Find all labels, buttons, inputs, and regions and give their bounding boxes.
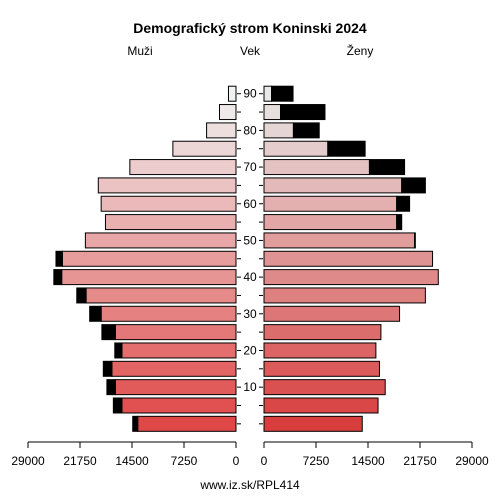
women-bar-45-49: [263, 250, 434, 267]
men-x-tick-label: 29000: [11, 454, 45, 468]
women-bar-70-74: [263, 159, 370, 176]
women-bar-35-39: [263, 287, 426, 304]
men-bar-45-49: [61, 250, 237, 267]
men-excess-bar-35-39: [76, 287, 87, 304]
men-x-tick-label: 21750: [63, 454, 97, 468]
men-bar-50-54: [84, 232, 237, 249]
left-side-label: Muži: [127, 44, 152, 58]
men-x-tick-label: 7250: [171, 454, 198, 468]
men-bar-0-4: [137, 415, 237, 432]
men-x-tick-label: 14500: [115, 454, 149, 468]
age-tick-label: 90: [243, 87, 257, 101]
women-bar-25-29: [263, 324, 382, 341]
men-excess-bar-10-14: [106, 379, 117, 396]
women-bar-60-64: [263, 195, 398, 212]
age-axis: 10 20 30 40 50 60 70 80 90: [237, 87, 263, 425]
women-excess-bar-60-64: [396, 195, 411, 212]
women-excess-bar-80-84: [292, 122, 320, 139]
women-bar-65-69: [263, 177, 403, 194]
women-bar-85-89: [263, 104, 281, 121]
women-x-tick-label: 14500: [351, 454, 385, 468]
men-excess-bar-30-34: [89, 305, 102, 322]
women-excess-bar-70-74: [368, 159, 406, 176]
women-bar-5-9: [263, 397, 379, 414]
women-bar-0-4: [263, 415, 363, 432]
men-bar-40-44: [61, 269, 237, 286]
men-excess-bar-0-4: [132, 415, 139, 432]
men-bar-65-69: [97, 177, 237, 194]
women-x-tick-label: 21750: [403, 454, 437, 468]
age-tick-label: 80: [243, 123, 257, 137]
age-tick-label: 20: [243, 343, 257, 357]
men-excess-bar-45-49: [55, 250, 63, 267]
center-axis-label: Vek: [240, 44, 261, 58]
men-excess-bar-40-44: [53, 269, 63, 286]
women-bar-10-14: [263, 379, 386, 396]
right-side-label: Ženy: [347, 43, 374, 58]
men-bar-55-59: [104, 214, 237, 231]
women-x-tick-label: 7250: [303, 454, 330, 468]
age-tick-label: 40: [243, 270, 257, 284]
men-excess-bar-20-24: [114, 342, 123, 359]
women-bar-80-84: [263, 122, 294, 139]
women-bar-50-54: [263, 232, 416, 249]
men-excess-bar-5-9: [112, 397, 123, 414]
men-excess-bar-25-29: [101, 324, 117, 341]
women-x-tick-label: 0: [261, 454, 268, 468]
women-excess-bar-90+: [271, 85, 294, 102]
men-bar-25-29: [115, 324, 237, 341]
men-x-tick-label: 0: [233, 454, 240, 468]
women-bar-40-44: [263, 269, 439, 286]
women-excess-bar-55-59: [396, 214, 403, 231]
men-x-axis: 29000 21750 14500 7250 0: [11, 441, 240, 468]
men-bar-10-14: [115, 379, 237, 396]
men-bar-60-64: [100, 195, 237, 212]
women-bar-15-19: [263, 360, 380, 377]
women-bar-55-59: [263, 214, 398, 231]
women-x-axis: 0 7250 14500 21750 29000: [261, 441, 489, 468]
men-bar-85-89: [219, 104, 237, 121]
chart-title: Demografický strom Koninski 2024: [133, 20, 367, 36]
women-bar-90+: [263, 85, 273, 102]
women-bars: [263, 85, 439, 432]
source-text: www.iz.sk/RPL414: [199, 478, 300, 492]
men-bar-5-9: [121, 397, 237, 414]
age-tick-label: 70: [243, 160, 257, 174]
men-bar-80-84: [206, 122, 237, 139]
age-tick-label: 30: [243, 307, 257, 321]
women-excess-bar-50-54: [414, 232, 416, 249]
men-bar-90+: [227, 85, 237, 102]
men-bar-30-34: [100, 305, 237, 322]
age-tick-label: 60: [243, 197, 257, 211]
women-bar-20-24: [263, 342, 377, 359]
women-bar-75-79: [263, 140, 329, 157]
men-excess-bar-15-19: [102, 360, 113, 377]
men-bar-70-74: [129, 159, 237, 176]
men-bar-15-19: [111, 360, 237, 377]
men-bar-35-39: [85, 287, 237, 304]
women-excess-bar-75-79: [327, 140, 366, 157]
men-bars: [53, 85, 237, 432]
age-tick-label: 50: [243, 233, 257, 247]
women-x-tick-label: 29000: [455, 454, 489, 468]
men-bar-75-79: [172, 140, 237, 157]
women-excess-bar-85-89: [279, 104, 326, 121]
women-bar-30-34: [263, 305, 401, 322]
women-excess-bar-65-69: [401, 177, 426, 194]
men-bar-20-24: [121, 342, 237, 359]
age-tick-label: 10: [243, 380, 257, 394]
